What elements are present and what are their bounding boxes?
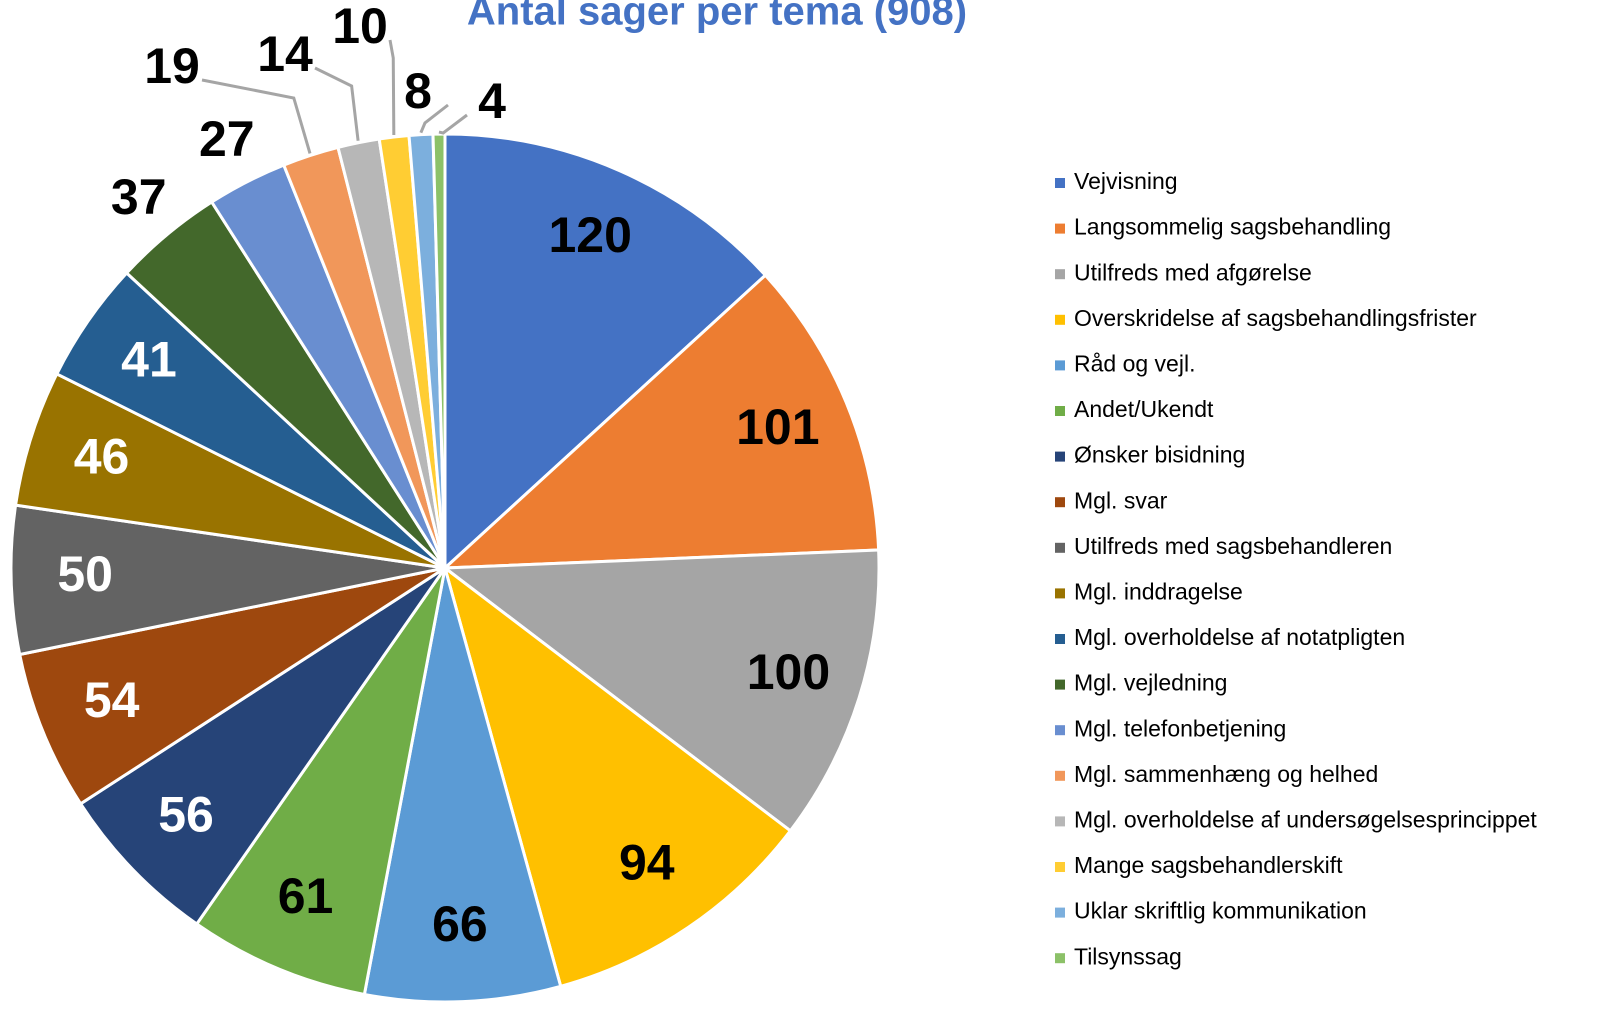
pie-slice <box>440 273 881 570</box>
data-label: 8 <box>404 63 432 119</box>
legend-swatch <box>1055 542 1065 553</box>
legend-label: Utilfreds med afgørelse <box>1074 259 1312 285</box>
pie-slice <box>9 503 446 657</box>
data-label: 10 <box>332 0 388 54</box>
data-label: 94 <box>619 834 675 890</box>
legend-swatch <box>1055 907 1065 918</box>
legend-label: Mgl. vejledning <box>1074 670 1227 696</box>
legend-label: Råd og vejl. <box>1074 350 1195 376</box>
data-label: 14 <box>257 26 313 82</box>
leader-line <box>201 78 312 154</box>
pie-slice <box>194 567 447 997</box>
legend-swatch <box>1055 679 1065 690</box>
data-label: 120 <box>548 207 631 263</box>
pie-slice <box>443 132 768 572</box>
pie-slice <box>440 548 881 833</box>
data-label: 4 <box>478 73 506 129</box>
legend-swatch <box>1055 314 1065 325</box>
data-label: 61 <box>278 868 334 924</box>
legend-swatch <box>1055 634 1065 644</box>
pie-slice <box>442 564 793 989</box>
legend-swatch <box>1055 223 1065 234</box>
legend-label: Overskridelse af sagsbehandlingsfrister <box>1074 305 1477 331</box>
data-label: 37 <box>111 169 167 225</box>
data-label: 56 <box>158 786 214 842</box>
leader-line <box>388 39 396 136</box>
legend-swatch <box>1055 406 1065 416</box>
legend-swatch <box>1055 862 1065 872</box>
leader-line <box>438 113 468 135</box>
legend-swatch <box>1055 953 1065 964</box>
legend-swatch <box>1055 770 1065 781</box>
legend-label: Ønsker bisidning <box>1074 442 1245 468</box>
legend-label: Uklar skriftlig kommunikation <box>1074 898 1367 924</box>
leader-line <box>314 66 360 141</box>
legend-swatch <box>1055 451 1065 462</box>
data-label: 101 <box>736 399 819 455</box>
legend-label: Mgl. telefonbetjening <box>1074 715 1286 741</box>
data-label: 46 <box>74 428 130 484</box>
data-label: 41 <box>121 331 177 387</box>
pie-slice <box>17 566 446 806</box>
data-label: 100 <box>747 644 830 700</box>
legend-label: Mgl. overholdelse af notatpligten <box>1074 624 1405 650</box>
pie-slice <box>431 132 447 569</box>
legend-label: Mange sagsbehandlerskift <box>1074 852 1343 878</box>
data-label: 54 <box>84 672 140 728</box>
leader-line <box>419 103 449 134</box>
legend-swatch <box>1055 269 1065 280</box>
legend-label: Mgl. overholdelse af undersøgelsesprinci… <box>1074 806 1537 832</box>
pie-slice <box>362 567 563 1004</box>
legend-swatch <box>1055 360 1065 371</box>
pie-slice <box>78 566 447 927</box>
legend-label: Mgl. sammenhæng og helhed <box>1074 761 1378 787</box>
legend-label: Vejvisning <box>1074 168 1178 194</box>
legend-swatch <box>1055 725 1065 736</box>
data-label: 27 <box>199 111 255 167</box>
legend-swatch <box>1055 497 1065 508</box>
legend-swatch <box>1055 178 1065 188</box>
legend-label: Andet/Ukendt <box>1074 396 1214 422</box>
legend-swatch <box>1055 816 1065 827</box>
legend-label: Utilfreds med sagsbehandleren <box>1074 533 1392 559</box>
legend-swatch <box>1055 588 1065 599</box>
data-label: 66 <box>432 896 488 952</box>
chart-title: Antal sager per tema (908) <box>467 0 967 34</box>
legend-label: Langsommelig sagsbehandling <box>1074 214 1391 240</box>
legend-label: Mgl. inddragelse <box>1074 578 1243 604</box>
data-label: 19 <box>144 38 200 94</box>
legend-label: Tilsynssag <box>1074 943 1182 969</box>
legend-label: Mgl. svar <box>1074 487 1168 513</box>
data-label: 50 <box>57 546 113 602</box>
